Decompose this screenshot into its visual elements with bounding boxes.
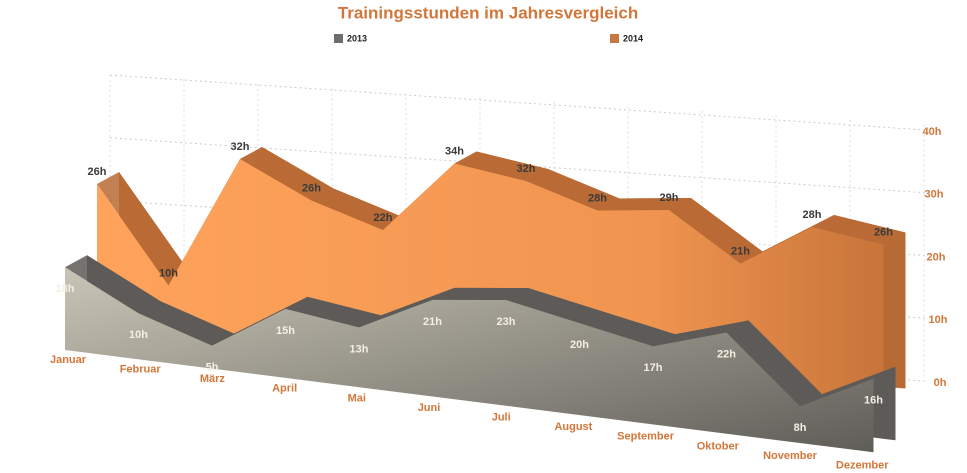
area-top-face (240, 147, 334, 201)
x-tick-label: Januar (50, 354, 87, 366)
data-label: 22h (717, 348, 736, 360)
area-top-face (800, 366, 896, 407)
data-label: 26h (88, 166, 107, 178)
area-top-face (597, 198, 691, 211)
data-label: 26h (874, 226, 893, 238)
area-top-face (506, 288, 602, 324)
data-label: 34h (445, 145, 464, 157)
area-top-face (812, 215, 906, 245)
x-tick-label: Oktober (697, 440, 740, 452)
area-top-face (579, 311, 675, 347)
data-label: 8h (794, 422, 807, 434)
legend-label: 2014 (623, 33, 643, 43)
data-label: 13h (350, 343, 369, 355)
chart-title: Trainingsstunden im Jahresvergleich (338, 3, 638, 22)
grid-line (109, 137, 926, 194)
area-top-face (311, 188, 405, 230)
area-top-face (454, 151, 548, 181)
area-top-face (359, 287, 455, 328)
data-label: 5h (206, 362, 219, 374)
y-tick-label: 10h (929, 314, 948, 326)
area-top-face (65, 255, 161, 314)
data-label: 32h (231, 141, 250, 153)
grid-line (109, 74, 926, 131)
y-tick-label: 30h (925, 189, 944, 201)
x-tick-label: Mai (348, 392, 366, 404)
area-top-face (138, 301, 234, 346)
area-top-face (526, 169, 620, 211)
area-top-face (726, 320, 822, 407)
data-label: 10h (129, 329, 148, 341)
area-top-face (432, 287, 528, 300)
data-label: 29h (660, 192, 679, 204)
data-label: 18h (56, 283, 75, 295)
data-label: 21h (731, 245, 750, 257)
legend-label: 2013 (347, 33, 367, 43)
data-label: 20h (570, 339, 589, 351)
data-label: 26h (302, 182, 321, 194)
y-tick-label: 40h (923, 126, 942, 138)
x-tick-label: März (200, 373, 226, 385)
data-label: 21h (423, 316, 442, 328)
area-top-face (285, 296, 381, 328)
legend-swatch (610, 34, 619, 43)
area-top-face (212, 296, 308, 346)
x-tick-label: Juli (492, 412, 511, 424)
data-label: 17h (644, 362, 663, 374)
x-tick-label: September (617, 431, 675, 443)
area (65, 267, 874, 453)
data-label: 23h (497, 316, 516, 328)
area-top-face (740, 215, 834, 264)
data-label: 32h (517, 163, 536, 175)
y-tick-label: 0h (934, 377, 947, 389)
x-tick-label: Dezember (836, 460, 889, 472)
legend-swatch (334, 34, 343, 43)
data-label: 16h (864, 395, 883, 407)
x-tick-label: November (763, 450, 818, 462)
data-label: 22h (374, 212, 393, 224)
data-label: 10h (159, 267, 178, 279)
data-label: 28h (588, 192, 607, 204)
x-tick-label: Juni (418, 402, 441, 414)
y-tick-label: 20h (927, 251, 946, 263)
data-label: 28h (803, 209, 822, 221)
area-top-face (653, 320, 749, 347)
area-top-face (669, 198, 763, 264)
area-top-face (97, 172, 191, 286)
x-tick-label: Februar (120, 364, 162, 376)
x-tick-label: August (554, 421, 592, 433)
data-label: 15h (276, 325, 295, 337)
x-tick-label: April (272, 383, 297, 395)
